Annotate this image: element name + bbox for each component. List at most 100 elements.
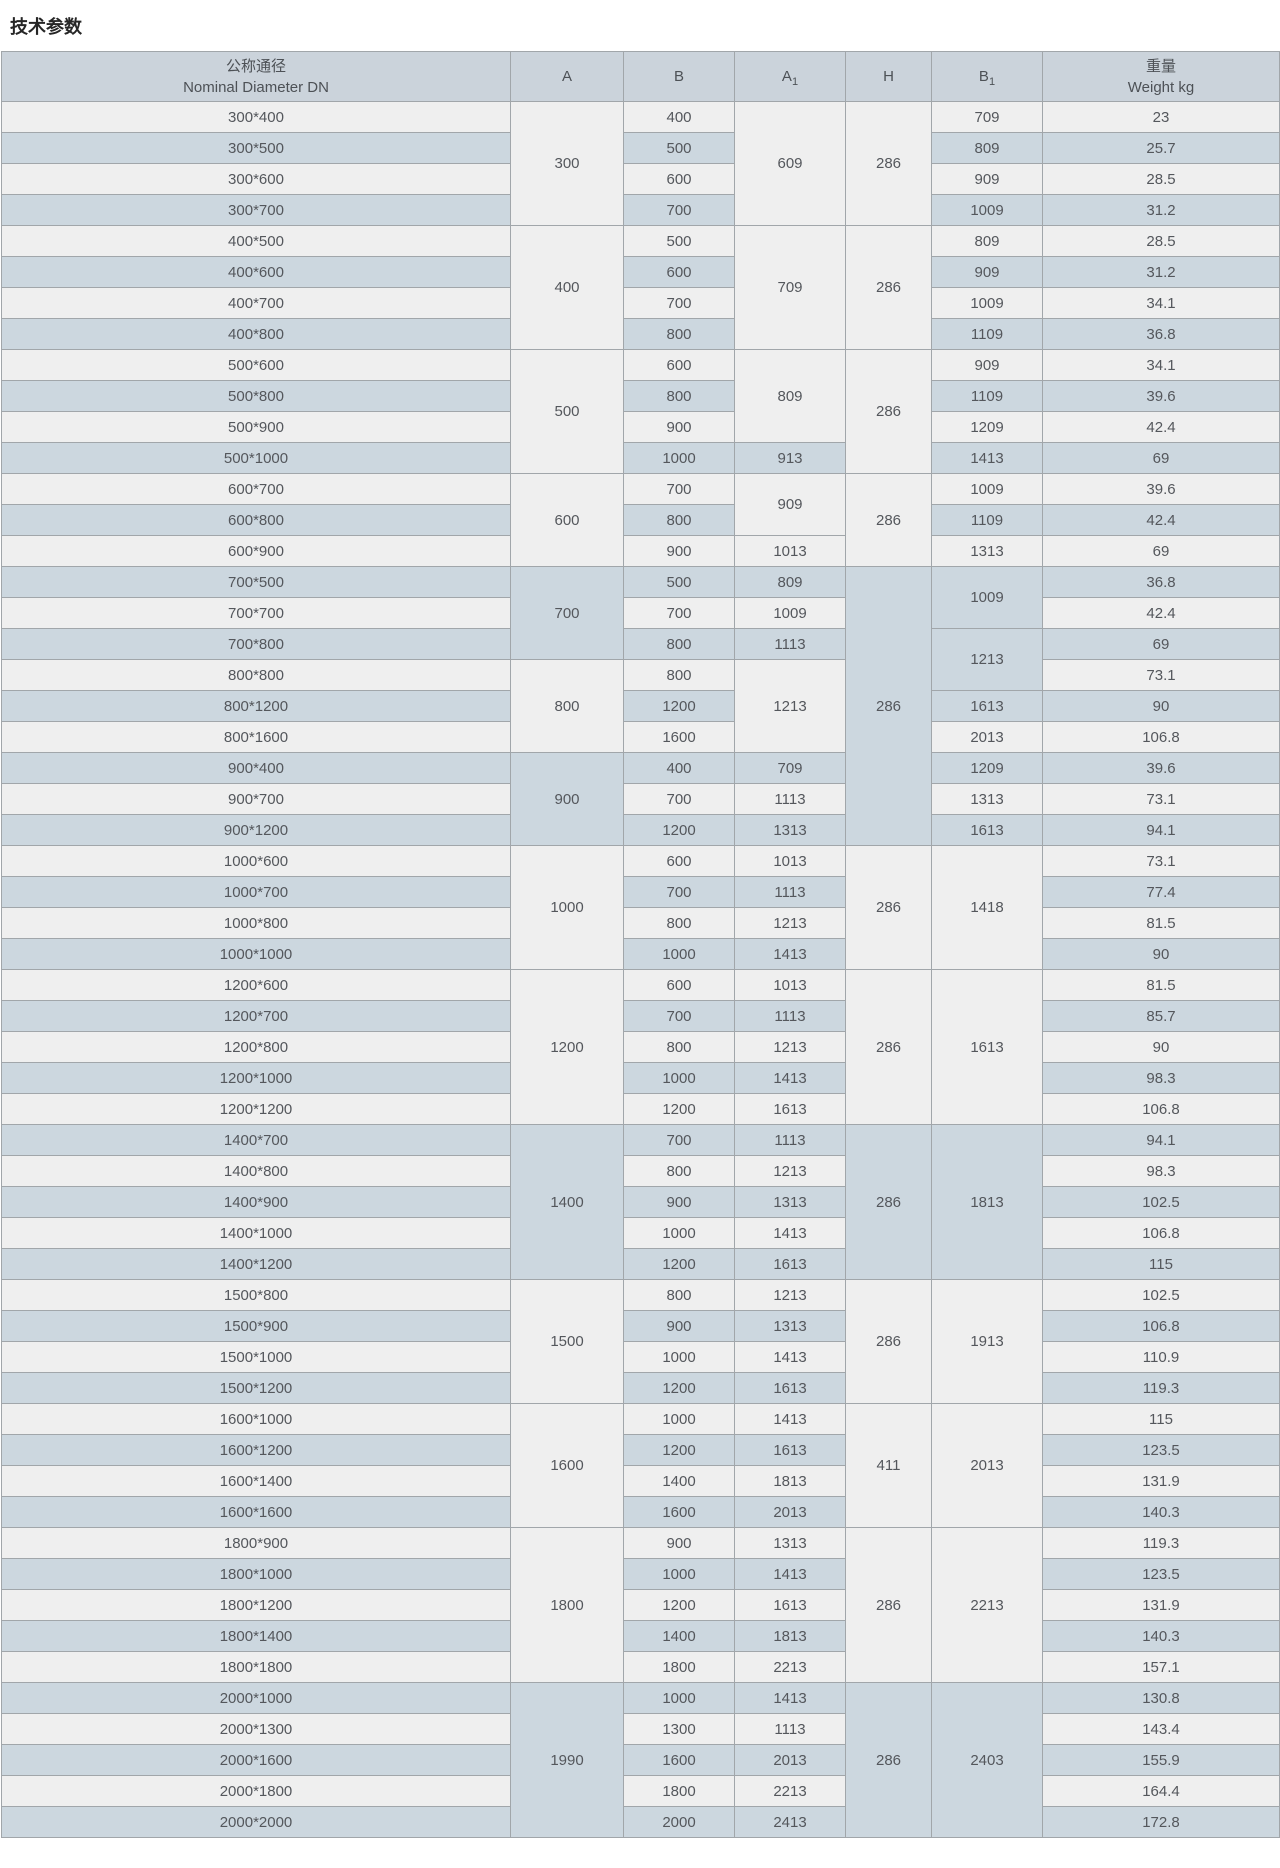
cell-nominal-diameter: 1500*1000 — [1, 1341, 511, 1373]
cell-h: 286 — [845, 1279, 932, 1404]
cell-nominal-diameter: 900*1200 — [1, 814, 511, 846]
cell-b: 1000 — [623, 1682, 735, 1714]
cell-nominal-diameter: 1600*1000 — [1, 1403, 511, 1435]
cell-weight: 131.9 — [1042, 1465, 1280, 1497]
table-row: 1800*1200 1200 1613 131.9 — [1, 1589, 1280, 1621]
cell-nominal-diameter: 800*1200 — [1, 690, 511, 722]
cell-nominal-diameter: 1200*600 — [1, 969, 511, 1001]
cell-weight: 69 — [1042, 442, 1280, 474]
table-row: 900*1200 1200 1313 1613 94.1 — [1, 814, 1280, 846]
cell-nominal-diameter: 1400*800 — [1, 1155, 511, 1187]
cell-b1: 1109 — [931, 504, 1043, 536]
cell-b: 500 — [623, 225, 735, 257]
cell-a1: 913 — [734, 442, 846, 474]
cell-nominal-diameter: 1500*900 — [1, 1310, 511, 1342]
cell-a1: 1009 — [734, 597, 846, 629]
cell-nominal-diameter: 900*700 — [1, 783, 511, 815]
cell-b: 900 — [623, 1527, 735, 1559]
cell-b1: 2213 — [931, 1527, 1043, 1683]
cell-weight: 34.1 — [1042, 349, 1280, 381]
cell-b: 1600 — [623, 1496, 735, 1528]
cell-nominal-diameter: 1600*1600 — [1, 1496, 511, 1528]
cell-h: 286 — [845, 1682, 932, 1838]
cell-a1: 1813 — [734, 1620, 846, 1652]
cell-weight: 143.4 — [1042, 1713, 1280, 1745]
table-row: 1200*600 1200 600 1013 286 1613 81.5 — [1, 969, 1280, 1125]
cell-b: 800 — [623, 380, 735, 412]
column-header-h: H — [845, 51, 932, 102]
cell-weight: 98.3 — [1042, 1062, 1280, 1094]
table-row: 800*800 800 800 1213 73.1 — [1, 659, 1280, 753]
cell-b1: 1313 — [931, 535, 1043, 567]
cell-b: 500 — [623, 132, 735, 164]
cell-b: 700 — [623, 597, 735, 629]
cell-a1: 1113 — [734, 1124, 846, 1156]
table-row: 1200*1200 1200 1613 106.8 — [1, 1093, 1280, 1125]
cell-b1: 809 — [931, 132, 1043, 164]
cell-b: 700 — [623, 1000, 735, 1032]
cell-weight: 36.8 — [1042, 318, 1280, 350]
cell-nominal-diameter: 300*600 — [1, 163, 511, 195]
cell-b1: 1313 — [931, 783, 1043, 815]
cell-nominal-diameter: 1800*900 — [1, 1527, 511, 1559]
cell-weight: 39.6 — [1042, 380, 1280, 412]
cell-weight: 31.2 — [1042, 194, 1280, 226]
cell-nominal-diameter: 400*600 — [1, 256, 511, 288]
cell-b: 500 — [623, 566, 735, 598]
cell-b: 1000 — [623, 1062, 735, 1094]
table-row: 400*600 600 909 31.2 — [1, 256, 1280, 288]
table-row: 2000*1300 1300 1113 143.4 — [1, 1713, 1280, 1745]
cell-a1: 1313 — [734, 1186, 846, 1218]
cell-a1: 1413 — [734, 1403, 846, 1435]
cell-h: 286 — [845, 1124, 932, 1280]
table-row: 1500*800 1500 800 1213 286 1913 102.5 — [1, 1279, 1280, 1404]
cell-b1: 1109 — [931, 318, 1043, 350]
table-row: 800*1600 1600 2013 106.8 — [1, 721, 1280, 753]
cell-weight: 110.9 — [1042, 1341, 1280, 1373]
cell-weight: 42.4 — [1042, 597, 1280, 629]
cell-weight: 106.8 — [1042, 1217, 1280, 1249]
cell-nominal-diameter: 400*800 — [1, 318, 511, 350]
column-header-a: A — [510, 51, 624, 102]
cell-nominal-diameter: 1800*1400 — [1, 1620, 511, 1652]
cell-nominal-diameter: 1000*800 — [1, 907, 511, 939]
table-row: 500*900 900 1209 42.4 — [1, 411, 1280, 443]
cell-a1: 609 — [734, 101, 846, 226]
cell-b: 1000 — [623, 1217, 735, 1249]
cell-b1: 1613 — [931, 690, 1043, 722]
cell-b: 400 — [623, 101, 735, 133]
table-row: 1800*900 1800 900 1313 286 2213 119.3 — [1, 1527, 1280, 1683]
cell-b: 1200 — [623, 690, 735, 722]
cell-nominal-diameter: 300*400 — [1, 101, 511, 133]
cell-weight: 102.5 — [1042, 1186, 1280, 1218]
cell-b: 1000 — [623, 442, 735, 474]
cell-b1: 809 — [931, 225, 1043, 257]
tech-params-table: 公称通径 Nominal Diameter DN A B A1 H B1 — [1, 51, 1280, 1838]
cell-weight: 140.3 — [1042, 1496, 1280, 1528]
cell-a1: 1413 — [734, 938, 846, 970]
cell-nominal-diameter: 500*900 — [1, 411, 511, 443]
cell-a1: 1413 — [734, 1682, 846, 1714]
cell-nominal-diameter: 700*800 — [1, 628, 511, 660]
column-header-weight: 重量 Weight kg — [1042, 51, 1280, 102]
cell-b: 800 — [623, 1279, 735, 1311]
table-row: 2000*1800 1800 2213 164.4 — [1, 1775, 1280, 1807]
cell-a1: 909 — [734, 473, 846, 536]
cell-a1: 1113 — [734, 628, 846, 660]
cell-nominal-diameter: 2000*1600 — [1, 1744, 511, 1776]
cell-a1: 1213 — [734, 659, 846, 753]
cell-a1: 1313 — [734, 1527, 846, 1559]
cell-a1: 1813 — [734, 1465, 846, 1497]
cell-h: 286 — [845, 101, 932, 226]
cell-nominal-diameter: 1500*800 — [1, 1279, 511, 1311]
cell-b: 700 — [623, 783, 735, 815]
cell-b1: 1613 — [931, 814, 1043, 846]
cell-weight: 34.1 — [1042, 287, 1280, 319]
cell-weight: 123.5 — [1042, 1558, 1280, 1590]
cell-weight: 172.8 — [1042, 1806, 1280, 1838]
cell-weight: 23 — [1042, 101, 1280, 133]
cell-b1: 1209 — [931, 752, 1043, 784]
table-row: 1400*700 1400 700 1113 286 1813 94.1 — [1, 1124, 1280, 1280]
cell-h: 286 — [845, 566, 932, 846]
cell-a1: 1013 — [734, 845, 846, 877]
